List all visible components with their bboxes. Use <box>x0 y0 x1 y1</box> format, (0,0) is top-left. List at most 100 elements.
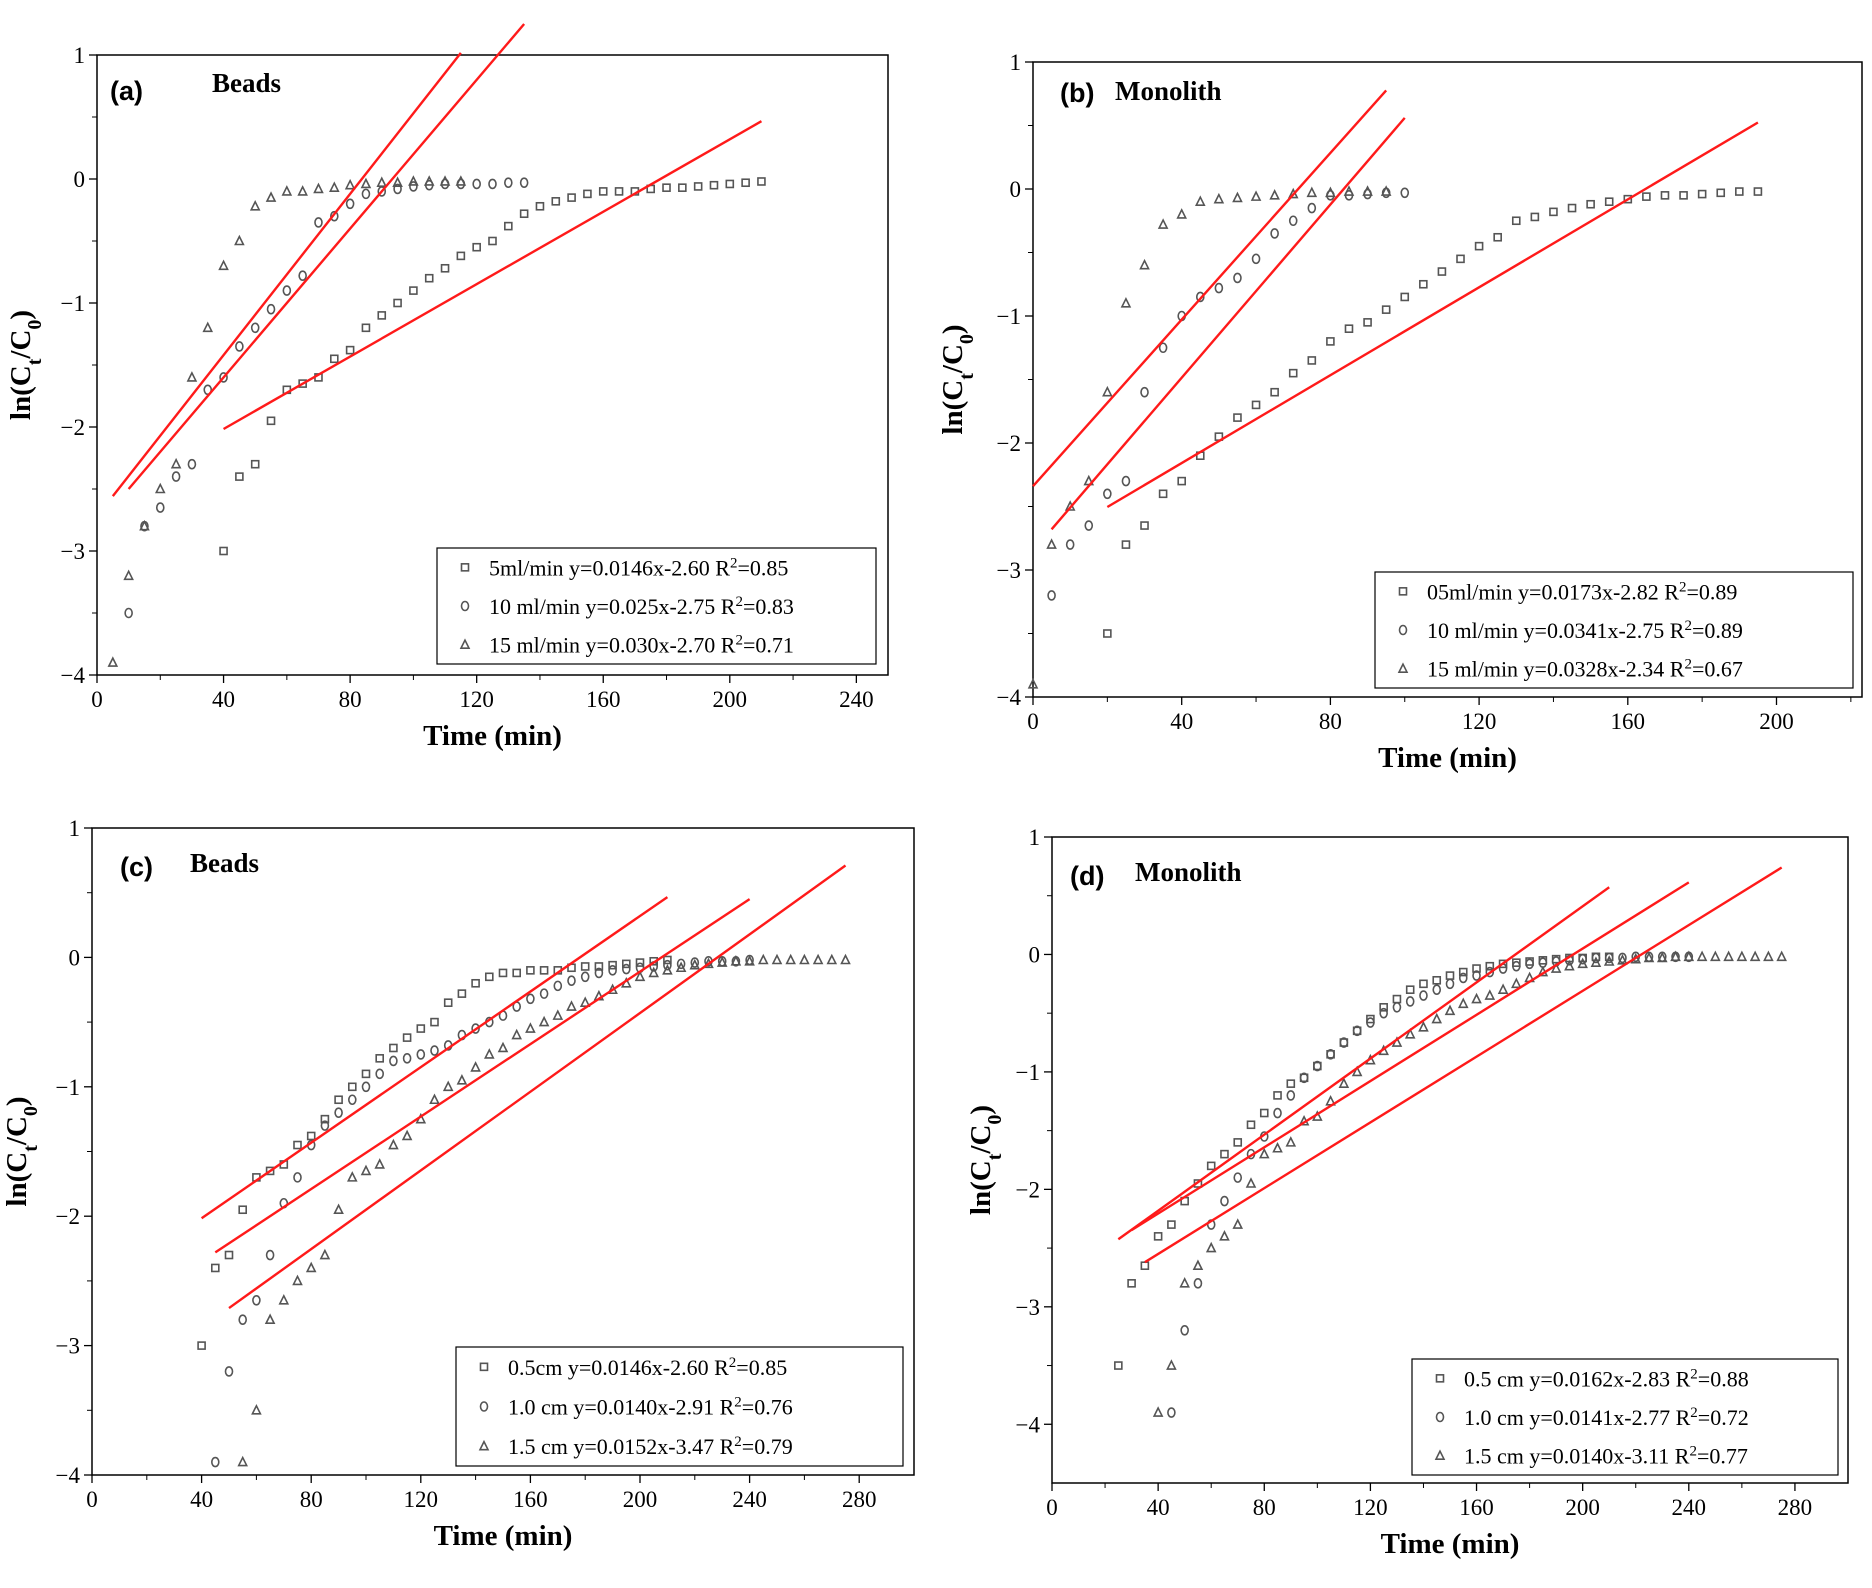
data-point <box>1445 978 1455 990</box>
data-point <box>360 1164 372 1176</box>
legend-entry: 15 ml/min y=0.030x-2.70 R2=0.71 <box>489 633 794 658</box>
data-point <box>1047 590 1056 601</box>
data-point <box>439 175 451 186</box>
series-circle <box>211 954 754 1468</box>
data-point <box>1472 970 1481 981</box>
data-point <box>1405 996 1415 1007</box>
data-point <box>758 953 769 965</box>
y-tick-label: −3 <box>997 558 1021 583</box>
data-point <box>538 1015 550 1027</box>
data-point <box>235 341 244 352</box>
chart-panel-2: 0 40 80 120 160 200 1 0 −1 −2 −3 −4 Time (min) ln(Ct/… <box>937 50 1863 774</box>
data-point <box>1716 188 1726 198</box>
data-point <box>675 961 687 973</box>
x-tick-label: 40 <box>212 687 235 712</box>
data-point <box>594 967 604 979</box>
data-point <box>344 178 356 190</box>
y-tick-label: −2 <box>56 1204 80 1229</box>
y-tick-label: −2 <box>997 431 1021 456</box>
data-point <box>1269 189 1280 200</box>
data-point <box>1379 1003 1388 1012</box>
data-point <box>1251 253 1261 265</box>
data-point <box>1512 958 1521 967</box>
x-tick-label: 240 <box>1672 1495 1707 1520</box>
data-point <box>1753 187 1763 196</box>
data-point <box>298 270 307 282</box>
data-point <box>1167 1220 1176 1229</box>
data-point <box>197 1341 206 1350</box>
data-point <box>224 1250 234 1260</box>
series-triangle <box>1027 185 1392 689</box>
data-point <box>154 482 166 494</box>
data-point <box>1233 272 1242 284</box>
data-point <box>1307 202 1317 214</box>
data-point <box>1220 1149 1229 1159</box>
x-tick-label: 80 <box>1253 1495 1276 1520</box>
data-point <box>1604 952 1614 964</box>
data-point <box>757 177 766 186</box>
data-point <box>1343 185 1355 196</box>
data-point <box>442 1080 454 1092</box>
data-point <box>1219 1230 1230 1241</box>
data-point <box>211 1263 220 1273</box>
data-point <box>1232 1218 1244 1229</box>
data-point <box>1591 952 1601 964</box>
data-point <box>1710 950 1721 962</box>
data-point <box>250 322 260 334</box>
data-point <box>1167 1407 1176 1418</box>
x-tick-label: 80 <box>339 687 362 712</box>
data-point <box>1306 186 1318 198</box>
data-point <box>621 963 631 975</box>
data-point <box>361 188 371 200</box>
data-point <box>1140 521 1149 530</box>
data-point <box>443 998 453 1007</box>
data-point <box>1140 1261 1150 1271</box>
data-point <box>1233 413 1242 422</box>
data-point <box>329 181 340 192</box>
series-triangle <box>1152 950 1787 1417</box>
data-point <box>551 197 561 206</box>
data-point <box>1259 1108 1269 1118</box>
data-point <box>1431 1012 1443 1024</box>
legend-marker <box>459 638 471 649</box>
x-tick-label: 280 <box>1778 1495 1813 1520</box>
legend-entry: 1.5 cm y=0.0140x-3.11 R2=0.77 <box>1464 1444 1748 1469</box>
panel-title: Monolith <box>1115 76 1222 106</box>
data-point <box>278 1294 290 1305</box>
data-point <box>663 955 672 965</box>
data-point <box>218 259 229 271</box>
series-triangle <box>107 175 467 667</box>
data-point <box>1432 984 1442 995</box>
data-point <box>1643 951 1655 963</box>
data-point <box>539 966 549 975</box>
y-tick-label: −4 <box>997 685 1022 710</box>
data-point <box>771 953 783 965</box>
legend-box <box>1374 571 1854 689</box>
fit-line <box>1050 117 1406 531</box>
data-point <box>567 193 576 202</box>
data-point <box>741 178 750 188</box>
data-point <box>345 198 355 210</box>
legend-box <box>436 547 877 665</box>
x-tick-label: 120 <box>459 687 494 712</box>
legend: 0.5cm y=0.0146x-2.60 R2=0.85 1.0 cm y=0.0… <box>455 1346 904 1467</box>
data-point <box>1697 189 1707 199</box>
data-point <box>566 1000 577 1011</box>
data-point <box>1286 1079 1296 1088</box>
data-point <box>662 183 671 192</box>
y-tick-label: −1 <box>61 291 85 316</box>
series-square <box>1114 952 1614 1370</box>
data-point <box>1457 997 1469 1009</box>
data-point <box>1270 228 1279 239</box>
x-tick-label: 120 <box>1353 1495 1388 1520</box>
legend-marker <box>1397 662 1409 673</box>
data-point <box>333 1203 344 1215</box>
data-point <box>347 1171 358 1182</box>
legend-marker <box>478 1439 490 1451</box>
fit-line <box>111 52 462 497</box>
data-point <box>472 178 481 190</box>
data-point <box>265 1249 275 1261</box>
data-point <box>1127 1279 1136 1288</box>
data-point <box>504 221 513 231</box>
legend-marker <box>460 563 470 572</box>
